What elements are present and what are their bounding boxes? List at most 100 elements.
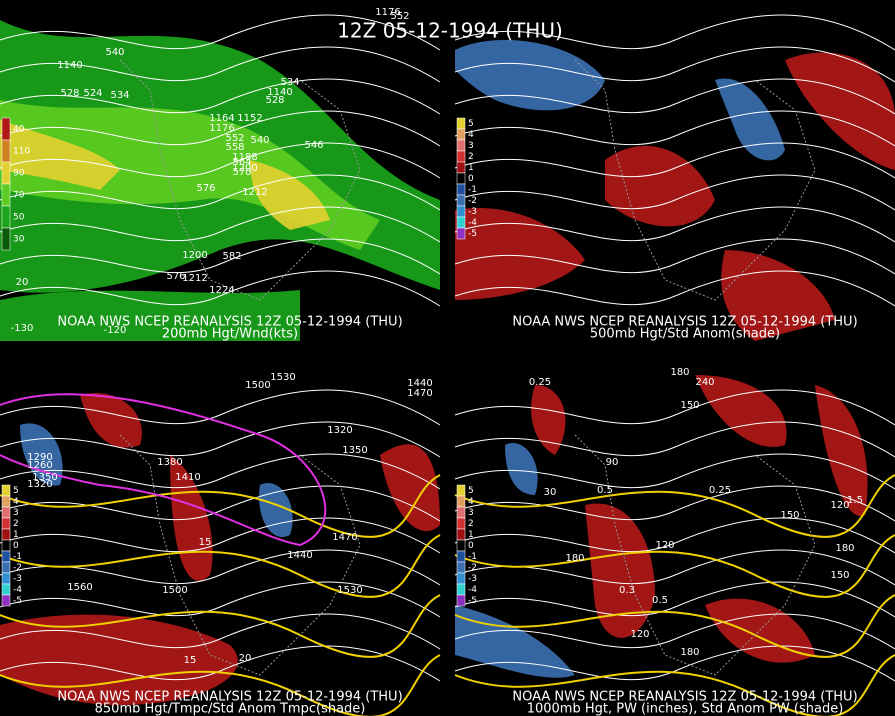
height-contour <box>454 517 895 554</box>
contour-label: 180 <box>680 647 699 658</box>
contour-label: 180 <box>835 543 854 554</box>
contour-label: 120 <box>830 500 849 511</box>
contour-label: 558 <box>225 142 244 153</box>
contour-label: 30 <box>544 487 557 498</box>
contour-label: 1140 <box>57 60 82 71</box>
height-contour <box>0 78 441 115</box>
legend-swatch <box>1 183 11 207</box>
height-contour <box>454 174 895 211</box>
legend-label: -2 <box>468 196 477 206</box>
legend-label: -1 <box>13 552 22 562</box>
contour-label: 1.5 <box>847 495 863 506</box>
legend-label: 1 <box>13 530 19 540</box>
height-contour <box>0 238 441 275</box>
legend-label: 4 <box>13 497 19 507</box>
contour-label: 150 <box>780 510 799 521</box>
legend-label: 3 <box>468 508 474 518</box>
legend-swatch <box>456 128 466 141</box>
height-contour <box>454 238 895 275</box>
contour-label: 1410 <box>175 472 200 483</box>
legend-swatch <box>1 117 11 141</box>
height-contour <box>0 174 441 211</box>
height-contour <box>454 581 895 618</box>
contour-label: 524 <box>83 88 102 99</box>
height-contour <box>454 142 895 179</box>
legend-swatch <box>1 161 11 185</box>
height-contour <box>0 142 441 179</box>
anomaly-shading <box>605 145 715 227</box>
legend-swatch <box>456 561 466 574</box>
contour-label: 1320 <box>27 479 52 490</box>
panel-caption: NOAA NWS NCEP REANALYSIS 12Z 05-12-1994 … <box>512 690 857 705</box>
contour-label: 576 <box>196 183 215 194</box>
panel-caption: NOAA NWS NCEP REANALYSIS 12Z 05-12-1994 … <box>57 690 402 705</box>
legend-label: -4 <box>468 218 477 228</box>
height-contour <box>0 645 441 682</box>
contour-label: 1188 <box>232 152 257 163</box>
height-contour <box>454 485 895 522</box>
legend-swatch <box>456 528 466 541</box>
legend-swatch <box>1 528 11 541</box>
temp-contour <box>0 393 327 547</box>
legend-label: 5 <box>13 486 19 496</box>
contour-label: 1500 <box>245 380 270 391</box>
height-contour <box>0 517 441 554</box>
legend-swatch <box>1 561 11 574</box>
legend-swatch <box>1 594 11 607</box>
contour-label: 1212 <box>242 187 267 198</box>
height-contour <box>0 14 441 51</box>
panel-subcaption: 850mb Hgt/Tmpc/Std Anom Tmpc(shade) <box>95 702 366 716</box>
contour-label: 15 <box>199 537 212 548</box>
contour-label: 1440 <box>407 378 432 389</box>
contour-label: 552 <box>390 11 409 22</box>
height-contour <box>454 453 895 490</box>
contour-label: 1200 <box>232 163 257 174</box>
legend-label: 4 <box>468 130 474 140</box>
legend-swatch <box>456 539 466 552</box>
legend-swatch <box>1 517 11 530</box>
height-contour <box>0 421 441 458</box>
contour-label: 552 <box>225 133 244 144</box>
legend-label: 3 <box>13 508 19 518</box>
contour-label: 528 <box>60 88 79 99</box>
contour-label: 180 <box>670 367 689 378</box>
main-title: 12Z 05-12-1994 (THU) <box>337 19 563 43</box>
legend-label: 1 <box>468 530 474 540</box>
contour-label: 1140 <box>267 87 292 98</box>
contour-label: 1380 <box>157 457 182 468</box>
anomaly-shading <box>815 385 868 517</box>
height-contour <box>454 549 895 586</box>
contour-label: 540 <box>105 47 124 58</box>
temp-contour <box>454 474 895 538</box>
legend-label: -3 <box>468 207 477 217</box>
anomaly-shading <box>259 483 293 537</box>
contour-label: 1470 <box>407 388 432 399</box>
contour-label: 576 <box>166 271 185 282</box>
contour-label: 15 <box>184 655 197 666</box>
height-contour <box>0 389 441 426</box>
legend-label: 90 <box>13 169 25 179</box>
legend-label: -1 <box>468 552 477 562</box>
legend-label: -2 <box>13 563 22 573</box>
map-panel: 543210-1-2-3-4-5150015301440147012901260… <box>0 372 441 716</box>
height-contour <box>454 389 895 426</box>
legend-label: 70 <box>13 191 25 201</box>
contour-label: 528 <box>265 95 284 106</box>
legend-label: -2 <box>468 563 477 573</box>
contour-label: 540 <box>250 135 269 146</box>
temp-contour <box>454 534 895 598</box>
height-contour <box>0 453 441 490</box>
contour-label: 1440 <box>287 550 312 561</box>
contour-label: 150 <box>830 570 849 581</box>
contour-label: 0.5 <box>652 595 668 606</box>
contour-label: 1290 <box>27 452 52 463</box>
height-contour <box>454 78 895 115</box>
contour-label: 1164 <box>209 113 234 124</box>
legend-label: 4 <box>468 497 474 507</box>
coastline <box>574 434 816 676</box>
contour-label: 1530 <box>270 372 295 383</box>
legend-swatch <box>456 139 466 152</box>
contour-label: 582 <box>222 251 241 262</box>
